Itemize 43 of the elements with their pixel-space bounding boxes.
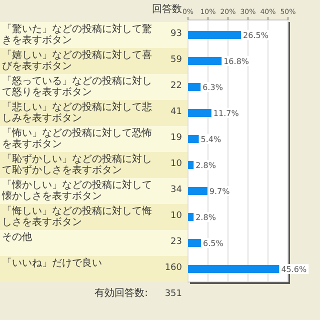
y-tick-label: 「いいね」だけで良い bbox=[2, 258, 103, 269]
y-tick-label: 「懐かしい」などの投稿に対して懐かしさを表すボタン bbox=[2, 180, 153, 202]
text: 回答数 bbox=[151, 4, 182, 15]
bar bbox=[188, 57, 222, 65]
bar bbox=[188, 161, 194, 169]
bar bbox=[188, 31, 241, 39]
text: 22 bbox=[170, 81, 182, 91]
text: 10 bbox=[170, 211, 182, 221]
text: 19 bbox=[170, 133, 182, 143]
text: 41 bbox=[170, 107, 182, 117]
data-label: 9.7% bbox=[209, 187, 230, 196]
text: 93 bbox=[170, 29, 182, 39]
y-tick-label: 「驚いた」などの投稿に対して驚きを表すボタン bbox=[2, 24, 153, 46]
data-label: 26.5% bbox=[243, 31, 269, 40]
data-label: 45.6% bbox=[281, 265, 308, 274]
text: 有効回答数: bbox=[94, 288, 148, 299]
text: 10 bbox=[170, 159, 182, 169]
data-label: 6.5% bbox=[203, 239, 224, 248]
data-label: 11.7% bbox=[213, 109, 240, 118]
data-label: 2.8% bbox=[196, 161, 216, 170]
bar bbox=[188, 239, 201, 247]
y-tick-label: 「悔しい」などの投稿に対して悔しさを表すボタン bbox=[2, 206, 153, 228]
bar bbox=[188, 135, 199, 143]
y-tick-label: その他 bbox=[2, 232, 33, 243]
text: 59 bbox=[170, 55, 182, 65]
y-tick-label: 「怒っている」などの投稿に対して怒りを表すボタン bbox=[2, 76, 153, 98]
data-label: 6.3% bbox=[202, 83, 224, 92]
y-tick-label: 「恥ずかしい」などの投稿に対して恥ずかしさを表すボタン bbox=[2, 154, 153, 176]
text: 23 bbox=[170, 237, 182, 247]
data-label: 2.8% bbox=[196, 213, 216, 222]
bar bbox=[188, 83, 201, 91]
y-tick-label: 「嬉しい」などの投稿に対して喜びを表すボタン bbox=[2, 50, 153, 72]
bar bbox=[188, 265, 280, 273]
bar bbox=[188, 213, 194, 221]
data-label: 5.4% bbox=[200, 135, 222, 144]
text: 351 bbox=[164, 289, 182, 299]
y-tick-label: 「怖い」などの投稿に対して恐怖を表すボタン bbox=[2, 128, 153, 150]
bar bbox=[188, 187, 208, 195]
data-label: 16.8% bbox=[224, 57, 250, 66]
bar bbox=[188, 109, 212, 117]
text: 34 bbox=[170, 185, 182, 195]
y-tick-label: 「悲しい」などの投稿に対して悲しみを表すボタン bbox=[2, 102, 153, 124]
text: 160 bbox=[164, 263, 182, 273]
